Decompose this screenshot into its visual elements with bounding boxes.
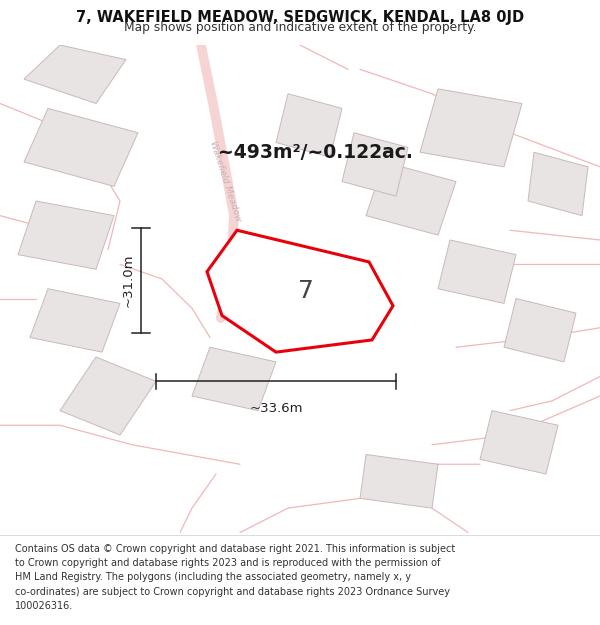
Text: 7: 7 — [298, 279, 314, 303]
Polygon shape — [480, 411, 558, 474]
Polygon shape — [24, 45, 126, 104]
Text: Map shows position and indicative extent of the property.: Map shows position and indicative extent… — [124, 21, 476, 34]
Polygon shape — [438, 240, 516, 303]
Text: Contains OS data © Crown copyright and database right 2021. This information is : Contains OS data © Crown copyright and d… — [15, 544, 455, 611]
Polygon shape — [276, 94, 342, 157]
Polygon shape — [342, 132, 408, 196]
Polygon shape — [528, 152, 588, 216]
Polygon shape — [18, 201, 114, 269]
Polygon shape — [192, 348, 276, 411]
Text: Wakefield Meadow: Wakefield Meadow — [208, 140, 242, 223]
Polygon shape — [504, 299, 576, 362]
Polygon shape — [60, 357, 156, 435]
Text: ~493m²/~0.122ac.: ~493m²/~0.122ac. — [218, 142, 412, 162]
Text: ~31.0m: ~31.0m — [121, 254, 134, 307]
Text: ~33.6m: ~33.6m — [249, 402, 303, 415]
Polygon shape — [420, 89, 522, 167]
Text: 7, WAKEFIELD MEADOW, SEDGWICK, KENDAL, LA8 0JD: 7, WAKEFIELD MEADOW, SEDGWICK, KENDAL, L… — [76, 10, 524, 25]
Polygon shape — [24, 108, 138, 186]
Polygon shape — [246, 240, 336, 303]
Polygon shape — [360, 454, 438, 508]
Polygon shape — [366, 162, 456, 235]
Polygon shape — [30, 289, 120, 352]
Polygon shape — [207, 230, 393, 352]
